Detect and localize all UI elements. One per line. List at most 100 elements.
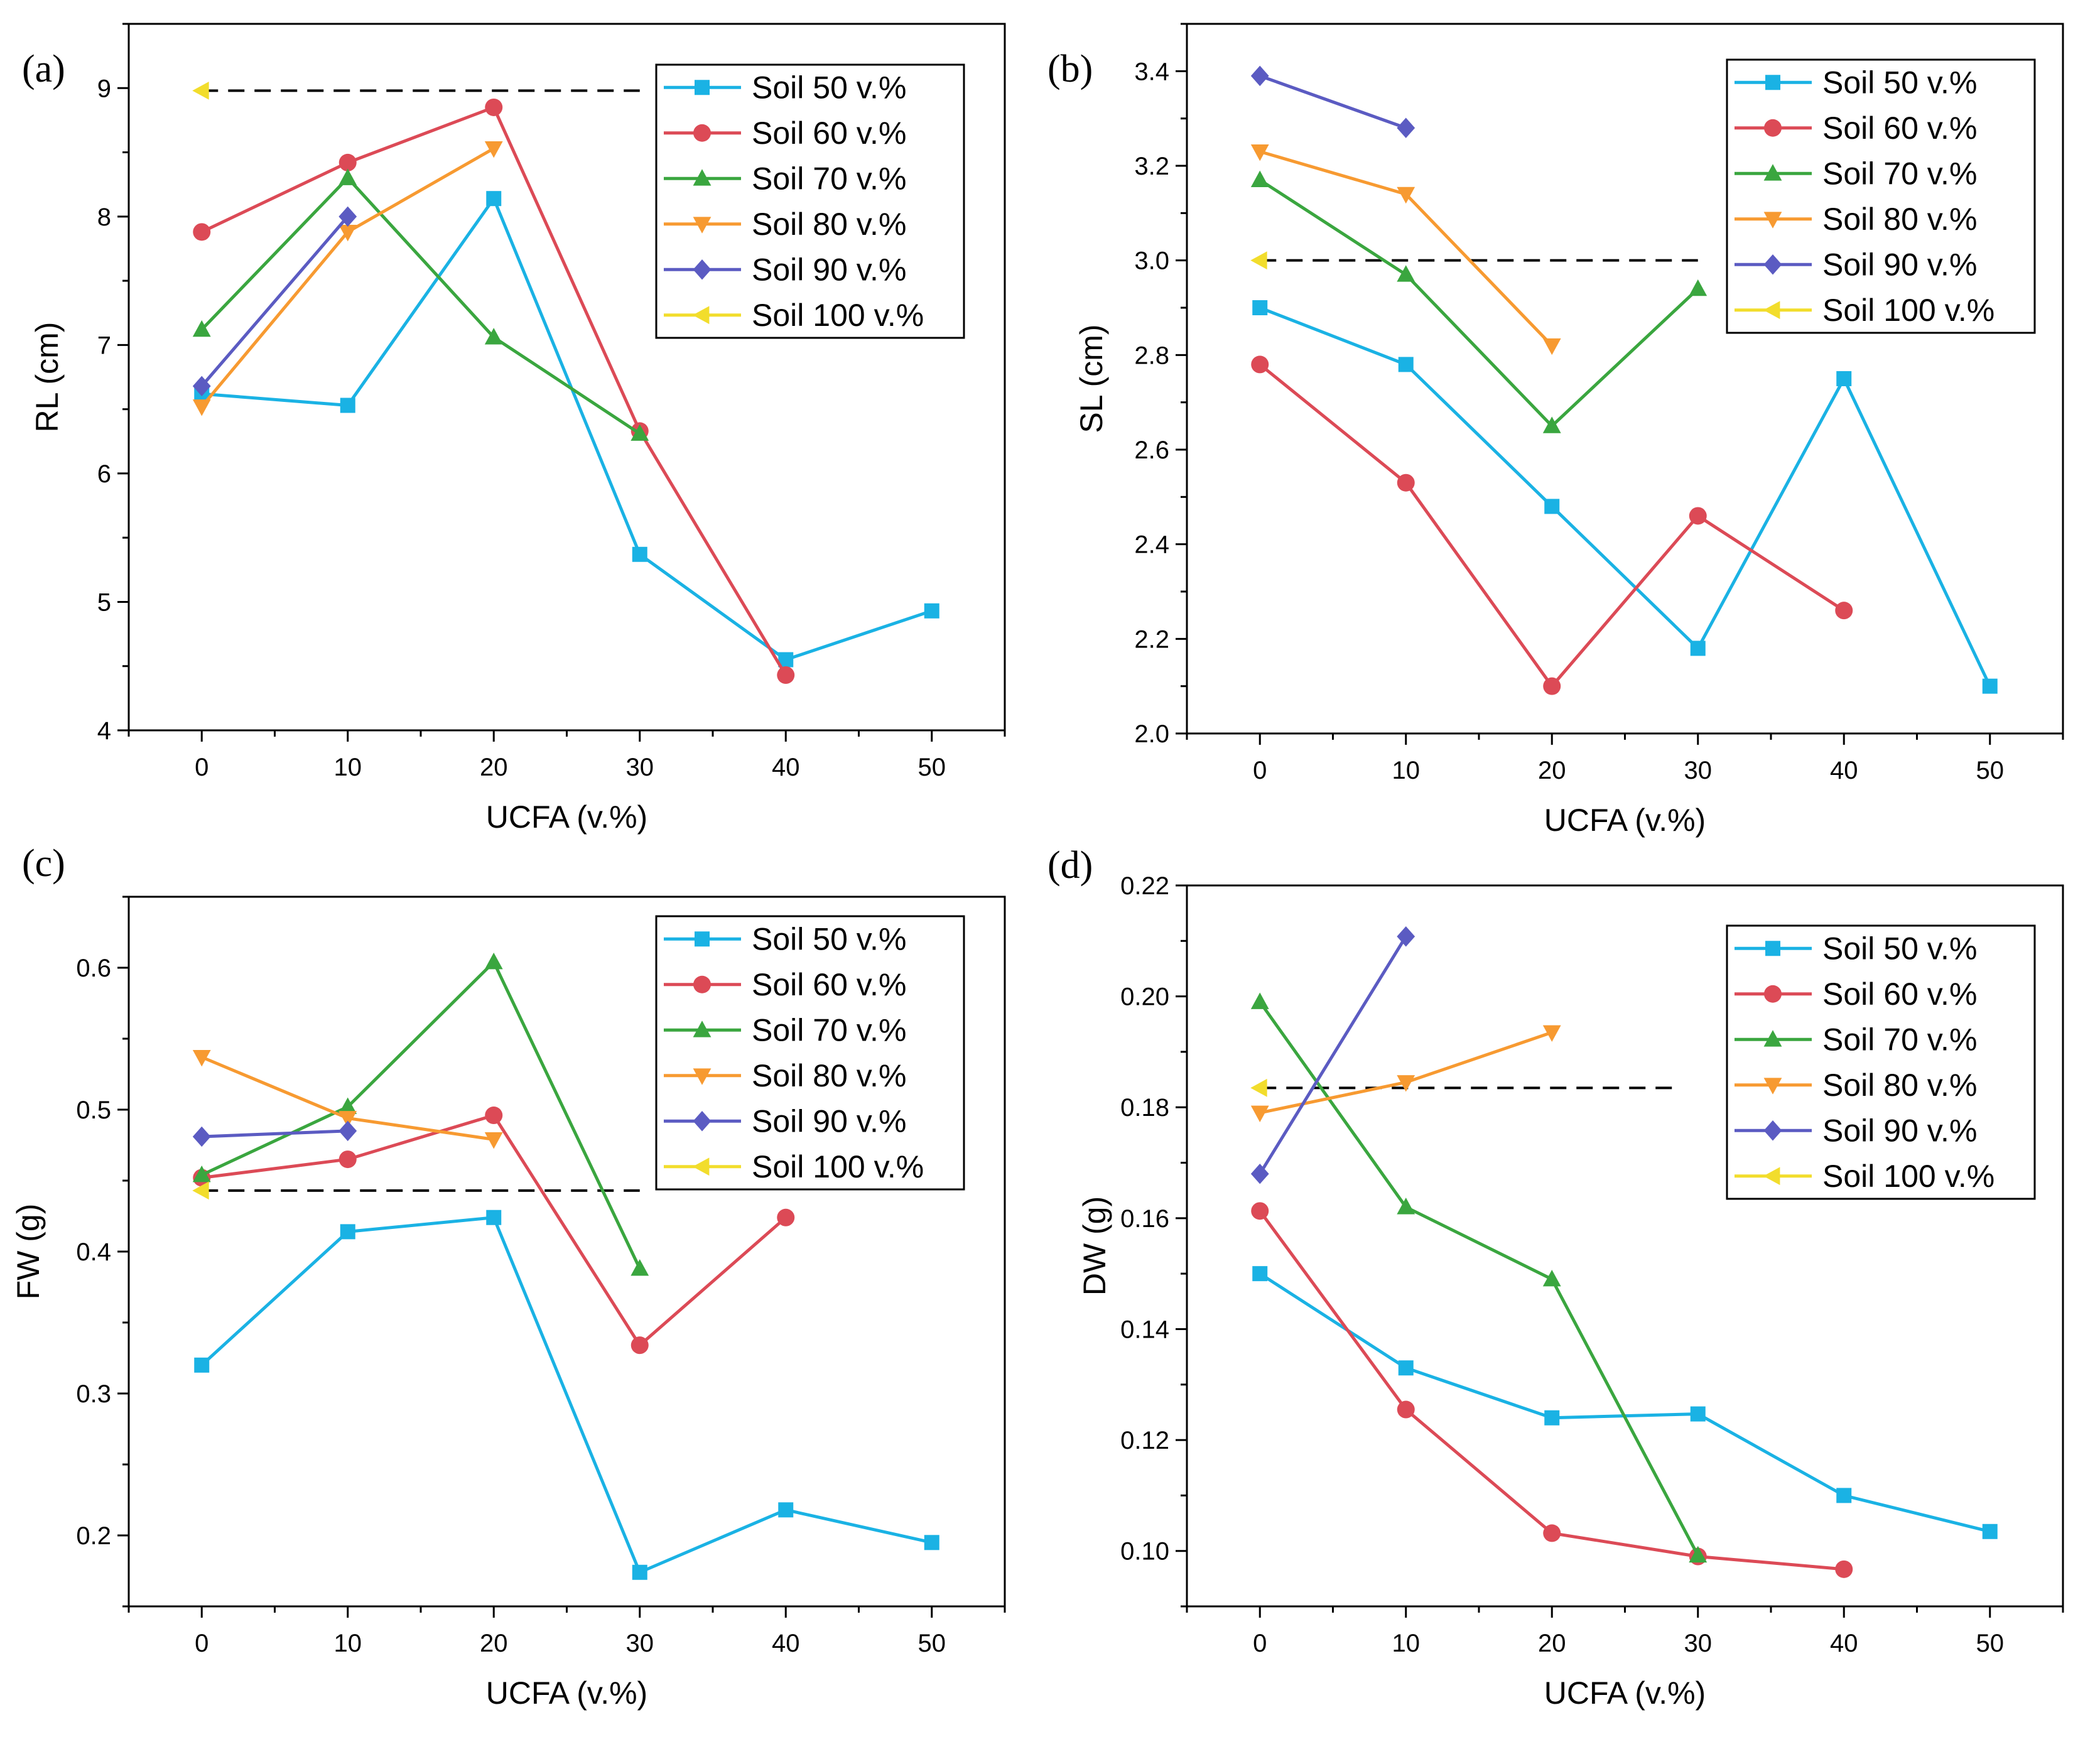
data-point <box>192 1126 211 1147</box>
legend-label: Soil 90 v.% <box>752 252 906 287</box>
data-point <box>485 1107 503 1125</box>
data-point <box>192 1181 209 1200</box>
data-point <box>486 1209 502 1225</box>
legend-entry: Soil 50 v.% <box>1735 931 1977 966</box>
x-axis-title: UCFA (v.%) <box>1544 803 1706 838</box>
data-point <box>1689 279 1708 296</box>
panel-d: 0 10 20 30 40 50 0.10 0.12 0.14 0.16 0.18 0.20 0.22 U… <box>1047 844 2064 1711</box>
legend-label: Soil 70 v.% <box>752 161 906 196</box>
series-line <box>200 215 349 387</box>
legend-marker <box>693 1068 712 1085</box>
x-axis-title: UCFA (v.%) <box>1544 1675 1706 1711</box>
legend-label: Soil 100 v.% <box>1822 1159 1994 1194</box>
y-tick-label: 0.12 <box>1120 1427 1169 1454</box>
x-tick-label: 30 <box>626 754 654 781</box>
series-line <box>202 195 933 662</box>
data-point <box>1398 1360 1414 1376</box>
y-tick-label: 0.10 <box>1120 1538 1169 1566</box>
legend-marker <box>695 931 710 947</box>
legend-entry: Soil 70 v.% <box>1735 1022 1977 1057</box>
legend-marker <box>693 1020 712 1037</box>
legend-label: Soil 60 v.% <box>752 116 906 151</box>
series-soil-90-v- <box>192 1120 357 1147</box>
data-point <box>631 1336 649 1355</box>
data-point <box>1397 187 1415 204</box>
series-line <box>1259 149 1554 347</box>
data-point <box>338 153 357 171</box>
legend-label: Soil 100 v.% <box>1822 293 1994 328</box>
data-point <box>192 320 211 337</box>
panel-label: (b) <box>1047 48 1093 90</box>
legend-label: Soil 70 v.% <box>1822 1022 1977 1057</box>
x-tick-label: 30 <box>626 1630 654 1657</box>
data-point <box>340 398 355 413</box>
legend-label: Soil 80 v.% <box>752 1058 906 1093</box>
data-point <box>485 98 503 116</box>
data-point <box>1397 926 1415 947</box>
series-soil-70-v- <box>192 952 649 1276</box>
series-soil-70-v- <box>1250 170 1708 433</box>
data-point <box>1544 1410 1560 1426</box>
series-line <box>1258 1209 1844 1571</box>
data-point <box>338 1120 357 1142</box>
data-point <box>1542 338 1561 355</box>
x-tick-label: 30 <box>1684 1630 1713 1657</box>
data-point <box>924 603 939 619</box>
legend-entry: Soil 80 v.% <box>1735 202 1977 237</box>
data-point <box>1397 117 1415 138</box>
legend-label: Soil 60 v.% <box>752 967 906 1002</box>
data-point <box>1982 678 1998 694</box>
data-point <box>1544 499 1560 514</box>
data-point <box>192 376 211 397</box>
data-point <box>1252 1266 1268 1282</box>
data-point <box>631 1259 649 1276</box>
legend-entry: Soil 70 v.% <box>1735 156 1977 191</box>
data-point <box>1836 1488 1852 1503</box>
data-point <box>1543 1524 1561 1542</box>
legend-label: Soil 100 v.% <box>752 1149 924 1184</box>
x-tick-label: 20 <box>1538 1630 1566 1657</box>
data-point <box>1251 1202 1269 1220</box>
data-point <box>338 206 357 227</box>
data-point <box>1397 1075 1415 1092</box>
legend-marker <box>1763 254 1782 275</box>
legend-marker <box>693 217 712 234</box>
data-point <box>1689 1545 1708 1563</box>
data-point <box>777 1208 795 1226</box>
data-point <box>1690 641 1706 656</box>
series-line <box>200 1216 933 1575</box>
series-soil-60-v- <box>1251 355 1853 695</box>
series-soil-100-v- <box>192 81 209 100</box>
legend-label: Soil 70 v.% <box>1822 156 1977 191</box>
legend-entry: Soil 100 v.% <box>664 298 924 333</box>
data-point <box>1542 1269 1561 1287</box>
data-point <box>484 1132 503 1149</box>
y-tick-label: 3.4 <box>1134 58 1169 85</box>
x-tick-label: 50 <box>918 754 946 781</box>
y-tick-label: 3.2 <box>1134 153 1169 180</box>
legend-entry: Soil 90 v.% <box>664 252 906 287</box>
data-point <box>1835 602 1853 620</box>
data-point <box>1397 1198 1415 1215</box>
legend-label: Soil 80 v.% <box>752 207 906 242</box>
legend-marker <box>1763 1167 1780 1186</box>
data-point <box>778 1502 794 1518</box>
panel-label: (a) <box>22 48 65 90</box>
data-point <box>1250 65 1269 87</box>
data-point <box>486 191 502 207</box>
legend: Soil 50 v.% Soil 60 v.% Soil 70 v.% Soil 80… <box>655 915 965 1191</box>
legend-entry: Soil 90 v.% <box>1735 1113 1977 1148</box>
series-soil-100-v- <box>1250 251 1267 270</box>
legend-label: Soil 90 v.% <box>1822 1113 1977 1148</box>
data-point <box>192 1049 211 1067</box>
series-line <box>1258 363 1845 689</box>
legend-box <box>655 915 965 1191</box>
data-point <box>1835 1560 1853 1578</box>
series-soil-50-v- <box>1252 1266 1998 1539</box>
legend-entry: Soil 60 v.% <box>1735 977 1977 1012</box>
data-point <box>192 81 209 100</box>
legend: Soil 50 v.% Soil 60 v.% Soil 70 v.% Soil 80… <box>1726 924 2036 1200</box>
y-axis-title: DW (g) <box>1077 1196 1112 1296</box>
y-tick-label: 2.6 <box>1134 436 1169 464</box>
data-point <box>1397 1400 1415 1419</box>
